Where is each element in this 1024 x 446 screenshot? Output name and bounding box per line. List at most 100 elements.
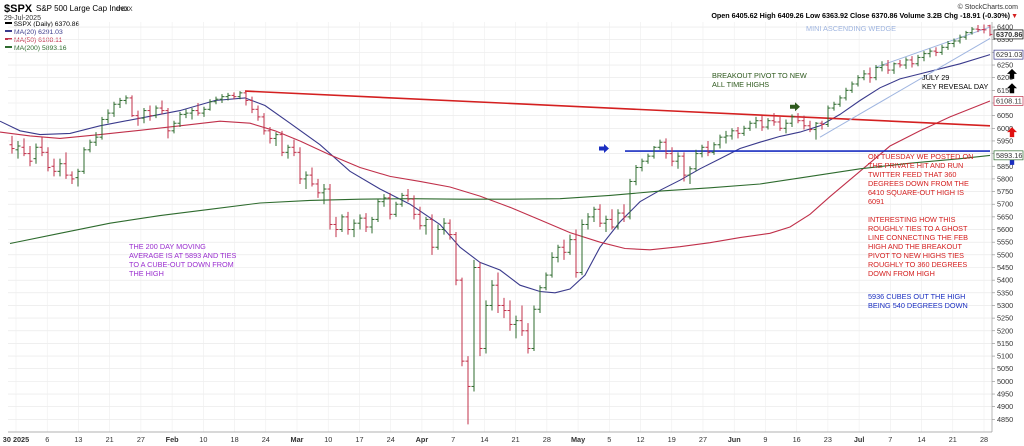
ohlc-bar [915, 54, 921, 67]
y-tick-label: 5550 [997, 238, 1013, 247]
wedge-annotation: MINI ASCENDING WEDGE [806, 24, 896, 33]
ohlc-bar [753, 116, 759, 129]
cubes-annotation: 5936 CUBES OUT THE HIGH BEING 540 DEGREE… [868, 292, 968, 310]
ohlc-bar [729, 128, 735, 140]
cubes-note-2: BEING 540 DEGREES DOWN [868, 301, 968, 310]
y-tick-label: 6150 [997, 86, 1013, 95]
ohlc-bar [687, 166, 693, 184]
ohlc-bar [255, 105, 261, 121]
change-down-icon: ▼ [1011, 13, 1018, 20]
ohlc-bar [147, 105, 153, 121]
ohlc-bar [57, 158, 63, 177]
ohlc-bar [261, 113, 267, 135]
series-line-ma50 [0, 100, 991, 251]
y-tick-label: 5800 [997, 174, 1013, 183]
ohlc-bar [495, 272, 501, 314]
ohlc-bar [837, 95, 843, 107]
y-tick-label: 5750 [997, 187, 1013, 196]
y-tick-label: 5950 [997, 136, 1013, 145]
y-tick-label: 5300 [997, 301, 1013, 310]
ohlc-bar [99, 116, 105, 140]
ohlc-bar [279, 130, 285, 157]
ohlc-bar [369, 216, 375, 234]
ohlc-bar [123, 95, 129, 105]
ohlc-bar [459, 277, 465, 367]
y-tick-label: 6250 [997, 61, 1013, 70]
ghost-note-2: ROUGHLY TIES TO A GHOST [868, 224, 968, 233]
ohlc-bar [939, 44, 945, 55]
ohlc-bar [141, 108, 147, 124]
ohlc-bar [249, 96, 255, 114]
ohlc-bar [309, 167, 315, 187]
ohlc-bar [843, 87, 849, 101]
ohlc-bar [639, 158, 645, 172]
x-tick-label: 27 [699, 435, 707, 444]
ohlc-bar [531, 305, 537, 352]
ohlc-bar [447, 219, 453, 240]
ohlc-bar [129, 95, 135, 117]
ohlc-bar [189, 108, 195, 120]
ohlc-bar [747, 120, 753, 131]
ohlc-readout: Open 6405.62 High 6409.26 Low 6363.92 Cl… [711, 11, 1010, 20]
ohlc-bar [681, 152, 687, 182]
exchange-label: INDX [117, 6, 133, 13]
tuesday-annotation: ON TUESDAY WE POSTED ON THE PRIVATE HIT … [868, 152, 973, 206]
ma200-note-4: THE HIGH [129, 269, 164, 278]
ohlc-bar [969, 27, 975, 35]
ohlc-bar [93, 132, 99, 147]
chart-date: 29-Jul-2025 [4, 15, 41, 22]
y-tick-label: 5100 [997, 352, 1013, 361]
x-tick-label: 23 [824, 435, 832, 444]
tuesday-note-3: TWITTER FEED THAT 360 [868, 170, 956, 179]
legend-ma50-label: MA(50) 6108.11 [14, 37, 62, 44]
ohlc-bar [171, 120, 177, 134]
ohlc-bar [963, 30, 969, 40]
y-tick-label: 6200 [997, 73, 1013, 82]
tuesday-note-4: DEGREES DOWN FROM THE [868, 179, 969, 188]
ohlc-bar [33, 143, 39, 164]
ohlc-bar [519, 305, 525, 336]
ohlc-bar [15, 140, 21, 159]
legend-item-ma200: MA(200) 5893.16 [5, 45, 67, 52]
ohlc-bar [303, 171, 309, 190]
ohlc-bar [333, 216, 339, 238]
price-tags: 6370.86 6291.03 6108.11 5893.16 [993, 29, 1024, 161]
index-name: S&P 500 Large Cap Index [36, 4, 129, 13]
ohlc-bars [9, 24, 993, 425]
ohlc-bar [285, 144, 291, 159]
y-tick-label: 5400 [997, 276, 1013, 285]
ohlc-bar [879, 61, 885, 72]
y-tick-label: 5000 [997, 377, 1013, 386]
price-tag-ma20: 6291.03 [993, 49, 1024, 60]
ohlc-bar [717, 134, 723, 149]
ohlc-bar [663, 138, 669, 159]
ohlc-bar [585, 213, 591, 230]
ohlc-bar [483, 300, 489, 354]
price-tag-box [993, 150, 1024, 161]
legend-ma200-label: MA(200) 5893.16 [14, 45, 67, 52]
ohlc-bar [555, 244, 561, 263]
ohlc-bar [51, 158, 57, 177]
ohlc-bar [339, 214, 345, 233]
x-tick-label: 10 [199, 435, 207, 444]
price-tag-ma200: 5893.16 [993, 150, 1024, 161]
ohlc-bar [69, 171, 75, 184]
ohlc-bar [813, 121, 819, 140]
ohlc-bar [357, 214, 363, 230]
ohlc-bar [405, 189, 411, 202]
x-tick-label: 21 [106, 435, 114, 444]
y-tick-label: 4850 [997, 415, 1013, 424]
ohlc-bar [873, 65, 879, 81]
ma200-annotation: THE 200 DAY MOVING AVERAGE IS AT 5893 AN… [129, 242, 236, 278]
grid [8, 22, 992, 432]
y-tick-label: 5350 [997, 288, 1013, 297]
y-tick-label: 5500 [997, 250, 1013, 259]
x-tick-label: 24 [387, 435, 395, 444]
tuesday-note-1: ON TUESDAY WE POSTED ON [868, 152, 973, 161]
ohlc-bar [849, 81, 855, 93]
ohlc-bar [381, 194, 387, 207]
ohlc-bar [267, 127, 273, 144]
ma200-note-3: TO A CUBE-OUT DOWN FROM [129, 260, 234, 269]
ghost-note-4: HIGH AND THE BREAKOUT [868, 242, 962, 251]
legend-item-ma20: MA(20) 6291.03 [5, 29, 63, 36]
